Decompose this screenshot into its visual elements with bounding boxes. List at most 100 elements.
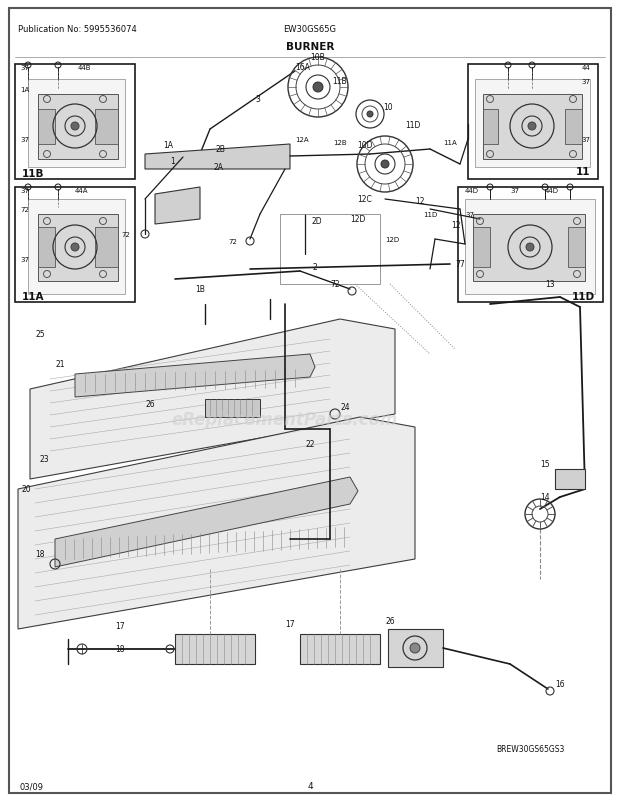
Polygon shape	[38, 110, 55, 145]
Text: 12A: 12A	[295, 137, 309, 143]
Text: 72: 72	[121, 232, 130, 237]
Bar	[468, 65, 598, 180]
Polygon shape	[28, 200, 125, 294]
Polygon shape	[28, 80, 125, 168]
Text: 18: 18	[35, 550, 45, 559]
Text: eReplacementParts.com: eReplacementParts.com	[172, 411, 398, 428]
Bar	[175, 634, 255, 664]
Bar	[300, 634, 380, 664]
Text: 26: 26	[145, 400, 155, 409]
Text: Publication No: 5995536074: Publication No: 5995536074	[18, 26, 137, 34]
Text: 11A: 11A	[443, 140, 457, 146]
Text: 11B: 11B	[22, 168, 45, 179]
Text: 37: 37	[20, 65, 29, 71]
Text: 77: 77	[455, 260, 465, 269]
Polygon shape	[483, 95, 582, 160]
Bar	[280, 215, 380, 285]
Text: 10D: 10D	[357, 140, 373, 149]
Text: 1B: 1B	[195, 286, 205, 294]
Bar	[15, 188, 135, 302]
Bar	[15, 65, 135, 180]
Text: 44B: 44B	[78, 65, 92, 71]
Text: 37: 37	[20, 188, 29, 194]
Text: 12C: 12C	[358, 195, 373, 205]
Polygon shape	[465, 200, 595, 294]
Text: 37: 37	[20, 137, 29, 143]
Text: 72: 72	[20, 207, 29, 213]
Text: 13: 13	[545, 280, 555, 290]
Text: 24: 24	[340, 403, 350, 412]
Bar	[388, 630, 443, 667]
Text: 12D: 12D	[350, 215, 366, 225]
Polygon shape	[565, 110, 582, 145]
Text: 11D: 11D	[423, 212, 437, 217]
Text: 22: 22	[305, 440, 315, 449]
Polygon shape	[95, 110, 118, 145]
Polygon shape	[483, 110, 498, 145]
Circle shape	[410, 643, 420, 653]
Text: 2A: 2A	[213, 164, 223, 172]
Text: 44: 44	[582, 65, 590, 71]
Text: 11D: 11D	[572, 292, 595, 302]
Text: 10B: 10B	[311, 54, 326, 63]
Text: 20: 20	[22, 485, 32, 494]
Circle shape	[526, 244, 534, 252]
Circle shape	[528, 123, 536, 131]
Polygon shape	[555, 469, 585, 489]
Text: 1: 1	[170, 157, 175, 166]
Polygon shape	[475, 80, 590, 168]
Text: 11A: 11A	[22, 292, 45, 302]
Polygon shape	[18, 418, 415, 630]
Text: 14: 14	[541, 493, 550, 502]
Polygon shape	[473, 215, 585, 282]
Text: 44A: 44A	[75, 188, 89, 194]
Text: 4: 4	[307, 781, 313, 791]
Polygon shape	[38, 228, 55, 268]
Bar	[458, 188, 603, 302]
Polygon shape	[473, 228, 490, 268]
Text: 12: 12	[415, 197, 425, 206]
Text: 37: 37	[581, 79, 590, 85]
Text: 12D: 12D	[385, 237, 399, 243]
Text: 15: 15	[541, 460, 550, 469]
Circle shape	[71, 123, 79, 131]
Text: 16A: 16A	[295, 63, 310, 72]
Text: 11B: 11B	[333, 78, 347, 87]
Text: 72: 72	[330, 280, 340, 290]
Bar	[205, 399, 260, 418]
Polygon shape	[95, 228, 118, 268]
Text: 2B: 2B	[215, 145, 225, 154]
Polygon shape	[38, 95, 118, 160]
Text: 3: 3	[255, 95, 260, 104]
Text: 25: 25	[35, 330, 45, 339]
Circle shape	[313, 83, 323, 93]
Polygon shape	[55, 477, 358, 567]
Circle shape	[381, 160, 389, 168]
Text: 44D: 44D	[465, 188, 479, 194]
Text: EW30GS65G: EW30GS65G	[283, 26, 337, 34]
Text: 37: 37	[465, 212, 474, 217]
Text: 12B: 12B	[333, 140, 347, 146]
Text: 12: 12	[451, 221, 461, 229]
Text: 26: 26	[385, 617, 394, 626]
Polygon shape	[568, 228, 585, 268]
Text: 2: 2	[312, 263, 317, 272]
Circle shape	[367, 111, 373, 118]
Text: 21: 21	[55, 360, 64, 369]
Text: 23: 23	[40, 455, 50, 464]
Text: BREW30GS65GS3: BREW30GS65GS3	[496, 744, 564, 754]
Text: 03/09: 03/09	[20, 781, 44, 791]
Text: 1A: 1A	[20, 87, 29, 93]
Text: 10: 10	[383, 103, 393, 112]
Text: 1A: 1A	[163, 140, 173, 149]
Text: 11: 11	[575, 167, 590, 176]
Polygon shape	[75, 354, 315, 398]
Text: 16: 16	[555, 679, 565, 689]
Text: 72: 72	[228, 239, 237, 245]
Text: 11D: 11D	[405, 120, 420, 129]
Circle shape	[71, 244, 79, 252]
Text: 17: 17	[115, 622, 125, 630]
Polygon shape	[145, 145, 290, 170]
Text: BURNER: BURNER	[286, 42, 334, 52]
Text: 37: 37	[20, 257, 29, 263]
